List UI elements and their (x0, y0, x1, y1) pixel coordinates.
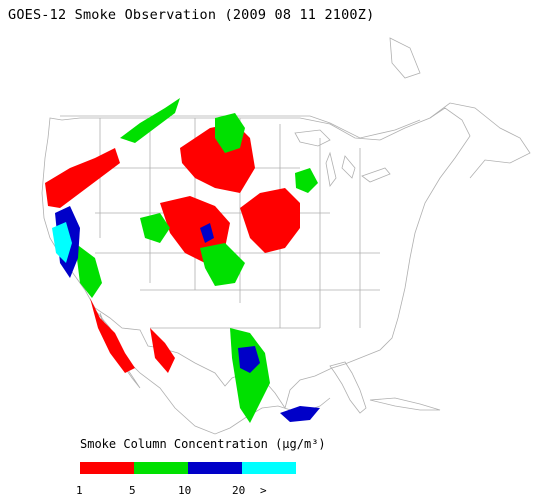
smoke-red-areas (45, 123, 300, 373)
legend-swatch-green (134, 462, 188, 474)
smoke-map (41, 37, 531, 435)
canada-east-coast (429, 102, 531, 179)
legend-color-bar (80, 462, 296, 474)
cuba (369, 397, 441, 411)
legend-tick-overflow: > (260, 484, 267, 497)
legend-swatch-cyan (242, 462, 296, 474)
legend-tick-5: 5 (129, 484, 136, 497)
hudson-bay (389, 37, 421, 79)
canada-border (60, 115, 421, 139)
legend-swatch-blue (188, 462, 242, 474)
smoke-green-areas (75, 98, 318, 423)
legend-tick-10: 10 (178, 484, 192, 497)
map-title: GOES-12 Smoke Observation (2009 08 11 21… (8, 7, 375, 23)
florida (329, 361, 367, 414)
legend-swatch-red (80, 462, 134, 474)
legend-title: Smoke Column Concentration (μg/m³) (80, 437, 326, 451)
smoke-cyan-areas (52, 222, 72, 263)
legend-tick-20: 20 (232, 484, 246, 497)
legend-tick-1: 1 (76, 484, 83, 497)
great-lakes (294, 129, 391, 187)
